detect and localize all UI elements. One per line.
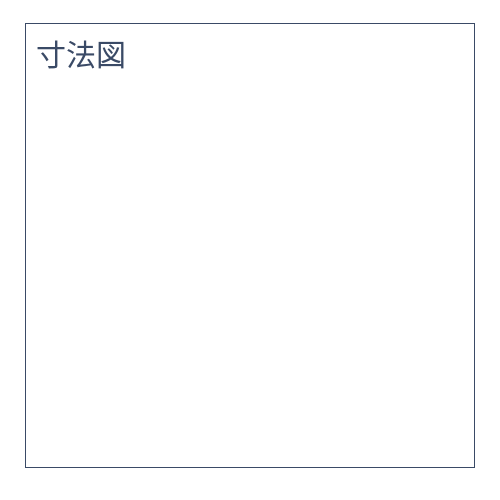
diagram-frame (25, 23, 475, 468)
diagram-title: 寸法図 (36, 31, 126, 75)
